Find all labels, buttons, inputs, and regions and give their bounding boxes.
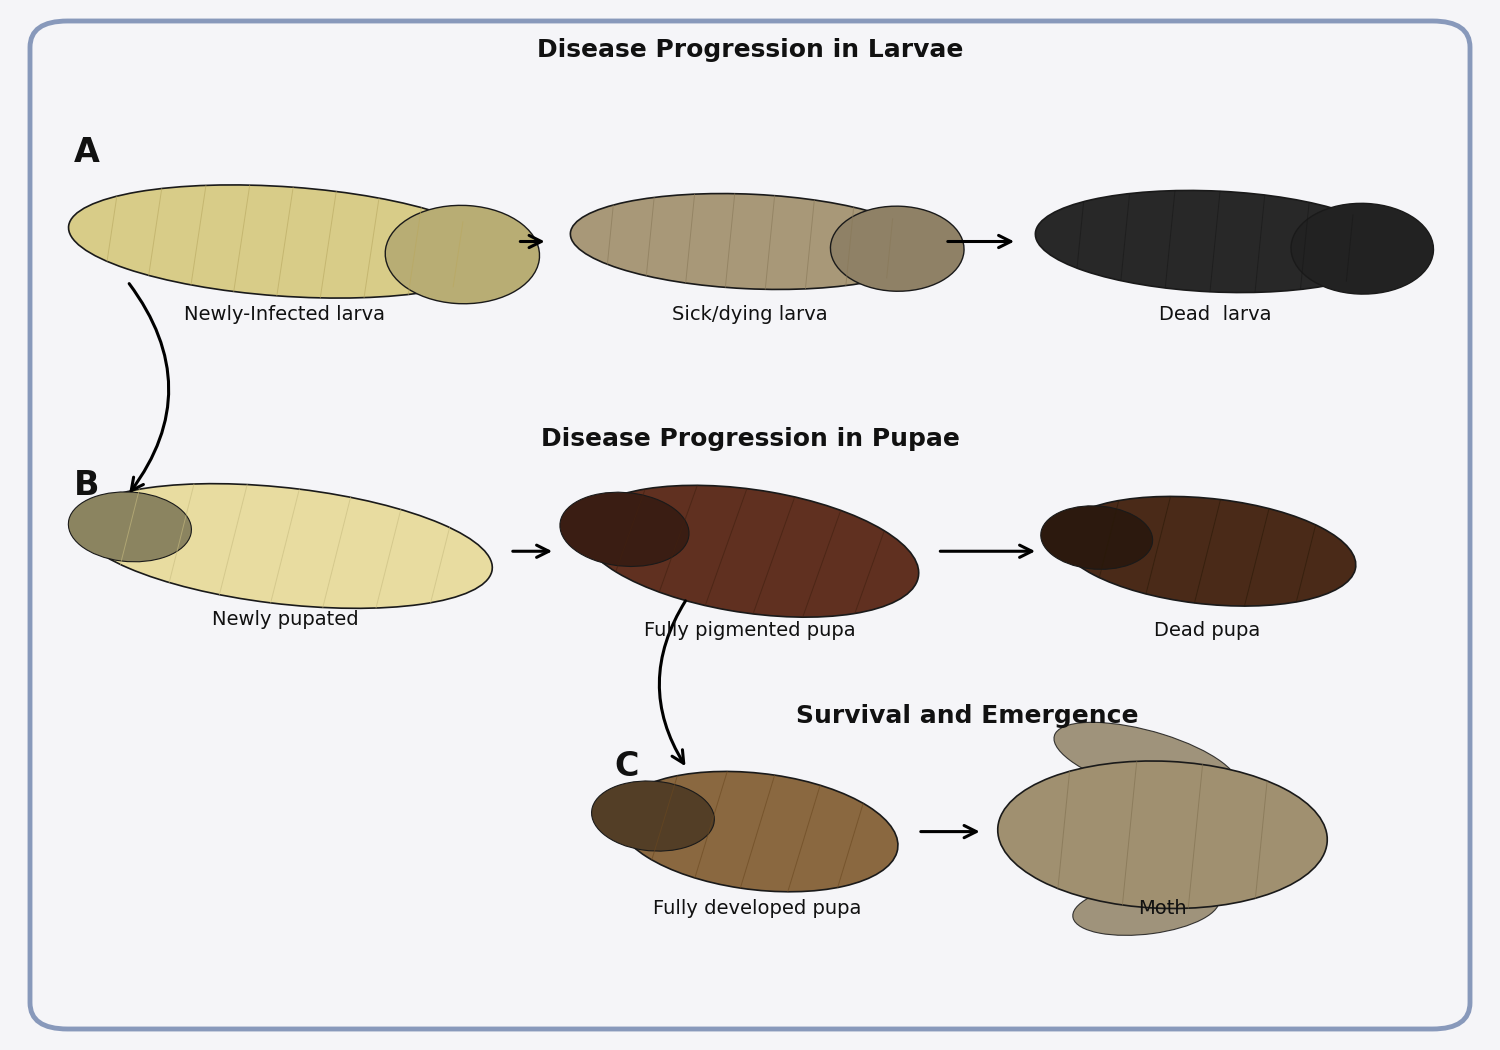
Text: Fully developed pupa: Fully developed pupa [654, 899, 861, 918]
Ellipse shape [1035, 190, 1395, 293]
Ellipse shape [1059, 497, 1356, 606]
Ellipse shape [1072, 881, 1220, 936]
Text: B: B [74, 468, 99, 502]
Text: Disease Progression in Larvae: Disease Progression in Larvae [537, 39, 963, 62]
Text: Sick/dying larva: Sick/dying larva [672, 306, 828, 324]
Ellipse shape [69, 185, 501, 298]
Text: Newly-Infected larva: Newly-Infected larva [184, 306, 386, 324]
Text: Dead  larva: Dead larva [1158, 306, 1270, 324]
Ellipse shape [582, 485, 918, 617]
Ellipse shape [591, 781, 714, 852]
Ellipse shape [998, 761, 1328, 908]
Text: Moth: Moth [1138, 899, 1186, 918]
Ellipse shape [386, 206, 540, 303]
Text: C: C [615, 750, 639, 783]
Ellipse shape [1054, 722, 1238, 800]
Text: Disease Progression in Pupae: Disease Progression in Pupae [540, 427, 960, 450]
Ellipse shape [1041, 506, 1152, 569]
Ellipse shape [831, 206, 964, 291]
Ellipse shape [1292, 204, 1434, 294]
Ellipse shape [616, 772, 898, 891]
Text: Fully pigmented pupa: Fully pigmented pupa [644, 621, 856, 639]
Text: A: A [74, 135, 100, 169]
Text: Survival and Emergence: Survival and Emergence [796, 705, 1138, 728]
Ellipse shape [560, 492, 688, 567]
Text: Dead pupa: Dead pupa [1155, 621, 1260, 639]
Ellipse shape [69, 491, 192, 562]
Text: Newly pupated: Newly pupated [211, 610, 358, 629]
Ellipse shape [570, 193, 930, 290]
Ellipse shape [78, 484, 492, 608]
